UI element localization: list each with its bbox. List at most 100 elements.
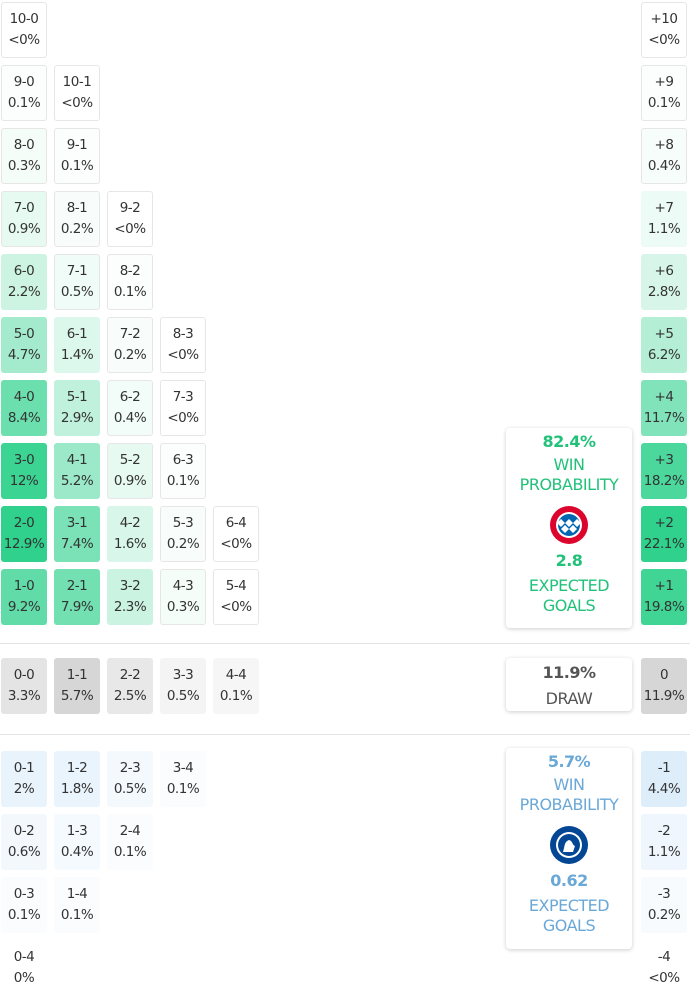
margin-cell-score: -3 bbox=[657, 886, 671, 902]
away-xg-label: EXPECTED bbox=[528, 896, 610, 915]
home-win-label: PROBABILITY bbox=[519, 475, 619, 494]
margin-cell: +8 0.4% bbox=[641, 128, 687, 184]
scoreline-cell-score: 10-1 bbox=[62, 74, 92, 90]
scoreline-cell-score: 7-2 bbox=[119, 326, 141, 342]
draw-summary-card: 11.9% DRAW bbox=[506, 658, 632, 711]
scoreline-cell: 5-4 <0% bbox=[213, 569, 259, 625]
scoreline-cell: 5-0 4.7% bbox=[1, 317, 47, 373]
scoreline-cell-pct: 0.5% bbox=[60, 284, 94, 300]
scoreline-cell: 8-0 0.3% bbox=[1, 128, 47, 184]
scoreline-cell-pct: 0.6% bbox=[7, 844, 41, 860]
margin-cell-pct: 1.1% bbox=[647, 221, 681, 237]
scoreline-cell-pct: 5.7% bbox=[60, 688, 94, 704]
scoreline-cell-pct: 0.1% bbox=[60, 158, 94, 174]
scoreline-cell-pct: 0.2% bbox=[166, 536, 200, 552]
margin-cell: +2 22.1% bbox=[641, 506, 687, 562]
away-xg-label: GOALS bbox=[542, 916, 596, 935]
scoreline-cell-pct: 0.1% bbox=[60, 907, 94, 923]
margin-cell: +9 0.1% bbox=[641, 65, 687, 121]
scoreline-cell-pct: 9.2% bbox=[7, 599, 41, 615]
scoreline-cell-score: 2-3 bbox=[119, 760, 141, 776]
away-win-label: WIN bbox=[553, 775, 585, 794]
scoreline-cell-score: 3-4 bbox=[172, 760, 194, 776]
margin-cell-pct: 6.2% bbox=[647, 347, 681, 363]
scoreline-cell: 2-1 7.9% bbox=[54, 569, 100, 625]
away-summary-card: 5.7% WIN PROBABILITY 0.62 EXPECTED GOALS bbox=[506, 748, 632, 949]
bayern-logo-icon bbox=[549, 505, 589, 545]
away-win-label: PROBABILITY bbox=[519, 795, 619, 814]
scoreline-cell: 0-3 0.1% bbox=[1, 877, 47, 933]
scoreline-cell: 6-4 <0% bbox=[213, 506, 259, 562]
scoreline-cell: 3-0 12% bbox=[1, 443, 47, 499]
scoreline-cell: 3-2 2.3% bbox=[107, 569, 153, 625]
margin-cell-text: 11.9% bbox=[643, 688, 685, 704]
scoreline-cell-score: 1-1 bbox=[66, 667, 88, 683]
scoreline-cell-pct: 0.2% bbox=[113, 347, 147, 363]
scoreline-cell: 2-0 12.9% bbox=[1, 506, 47, 562]
scoreline-cell-score: 2-4 bbox=[119, 823, 141, 839]
home-xg-label: EXPECTED bbox=[528, 576, 610, 595]
scoreline-cell-pct: 0.1% bbox=[7, 95, 41, 111]
scoreline-cell-pct: 0.1% bbox=[219, 688, 253, 704]
margin-cell-pct: 0.2% bbox=[647, 907, 681, 923]
margin-cell-pct: 1.1% bbox=[647, 844, 681, 860]
scoreline-cell: 0-4 0% bbox=[1, 940, 47, 996]
margin-cell-score: +2 bbox=[654, 515, 674, 531]
margin-cell-pct: 22.1% bbox=[643, 536, 685, 552]
scoreline-cell-score: 8-0 bbox=[13, 137, 35, 153]
draw-label: DRAW bbox=[545, 689, 593, 708]
scoreline-cell-score: 5-0 bbox=[13, 326, 35, 342]
margin-cell: -3 0.2% bbox=[641, 877, 687, 933]
scoreline-cell-score: 0-3 bbox=[13, 886, 35, 902]
scoreline-cell-score: 3-2 bbox=[119, 578, 141, 594]
margin-cell-score: +10 bbox=[650, 11, 679, 27]
margin-cell-score: +1 bbox=[654, 578, 674, 594]
scoreline-cell: 7-1 0.5% bbox=[54, 254, 100, 310]
margin-cell: +5 6.2% bbox=[641, 317, 687, 373]
scoreline-cell-score: 3-3 bbox=[172, 667, 194, 683]
scoreline-cell: 6-0 2.2% bbox=[1, 254, 47, 310]
scoreline-cell-score: 8-3 bbox=[172, 326, 194, 342]
scoreline-cell-score: 9-2 bbox=[119, 200, 141, 216]
scoreline-cell-pct: 0.1% bbox=[113, 844, 147, 860]
scoreline-cell-score: 5-2 bbox=[119, 452, 141, 468]
scoreline-cell: 4-4 0.1% bbox=[213, 658, 259, 714]
scoreline-cell: 7-0 0.9% bbox=[1, 191, 47, 247]
scoreline-cell-score: 0-1 bbox=[13, 760, 35, 776]
away-xg: 0.62 bbox=[550, 871, 588, 890]
scoreline-cell: 4-1 5.2% bbox=[54, 443, 100, 499]
scoreline-cell-pct: <0% bbox=[8, 32, 40, 48]
scoreline-cell: 9-1 0.1% bbox=[54, 128, 100, 184]
divider bbox=[0, 734, 690, 735]
scoreline-cell-pct: 0.3% bbox=[166, 599, 200, 615]
scoreline-cell: 5-3 0.2% bbox=[160, 506, 206, 562]
margin-cell: +4 11.7% bbox=[641, 380, 687, 436]
scoreline-cell-pct: <0% bbox=[220, 536, 252, 552]
margin-cell: +7 1.1% bbox=[641, 191, 687, 247]
margin-cell-pct: <0% bbox=[648, 970, 680, 986]
scoreline-cell-pct: 0.2% bbox=[60, 221, 94, 237]
scoreline-cell-pct: 8.4% bbox=[7, 410, 41, 426]
scoreline-cell-pct: 1.8% bbox=[60, 781, 94, 797]
scoreline-cell-score: 6-0 bbox=[13, 263, 35, 279]
scoreline-cell-pct: 0.1% bbox=[166, 473, 200, 489]
scoreline-cell-pct: 0.1% bbox=[113, 284, 147, 300]
scoreline-cell-score: 5-1 bbox=[66, 389, 88, 405]
scoreline-cell-score: 7-0 bbox=[13, 200, 35, 216]
margin-cell: +6 2.8% bbox=[641, 254, 687, 310]
scoreline-cell-pct: 0.5% bbox=[166, 688, 200, 704]
scoreline-cell: 9-0 0.1% bbox=[1, 65, 47, 121]
margin-cell-text: 0 bbox=[659, 667, 669, 683]
scoreline-cell: 4-0 8.4% bbox=[1, 380, 47, 436]
margin-cell-pct: <0% bbox=[648, 32, 680, 48]
scoreline-cell: 6-1 1.4% bbox=[54, 317, 100, 373]
scoreline-cell: 10-1 <0% bbox=[54, 65, 100, 121]
scoreline-cell: 0-1 2% bbox=[1, 751, 47, 807]
home-xg-label: GOALS bbox=[542, 596, 596, 615]
scoreline-cell: 4-2 1.6% bbox=[107, 506, 153, 562]
scoreline-cell-score: 5-3 bbox=[172, 515, 194, 531]
scoreline-cell-score: 8-2 bbox=[119, 263, 141, 279]
scoreline-cell-score: 0-2 bbox=[13, 823, 35, 839]
scoreline-cell-score: 2-1 bbox=[66, 578, 88, 594]
margin-cell-score: +6 bbox=[654, 263, 674, 279]
